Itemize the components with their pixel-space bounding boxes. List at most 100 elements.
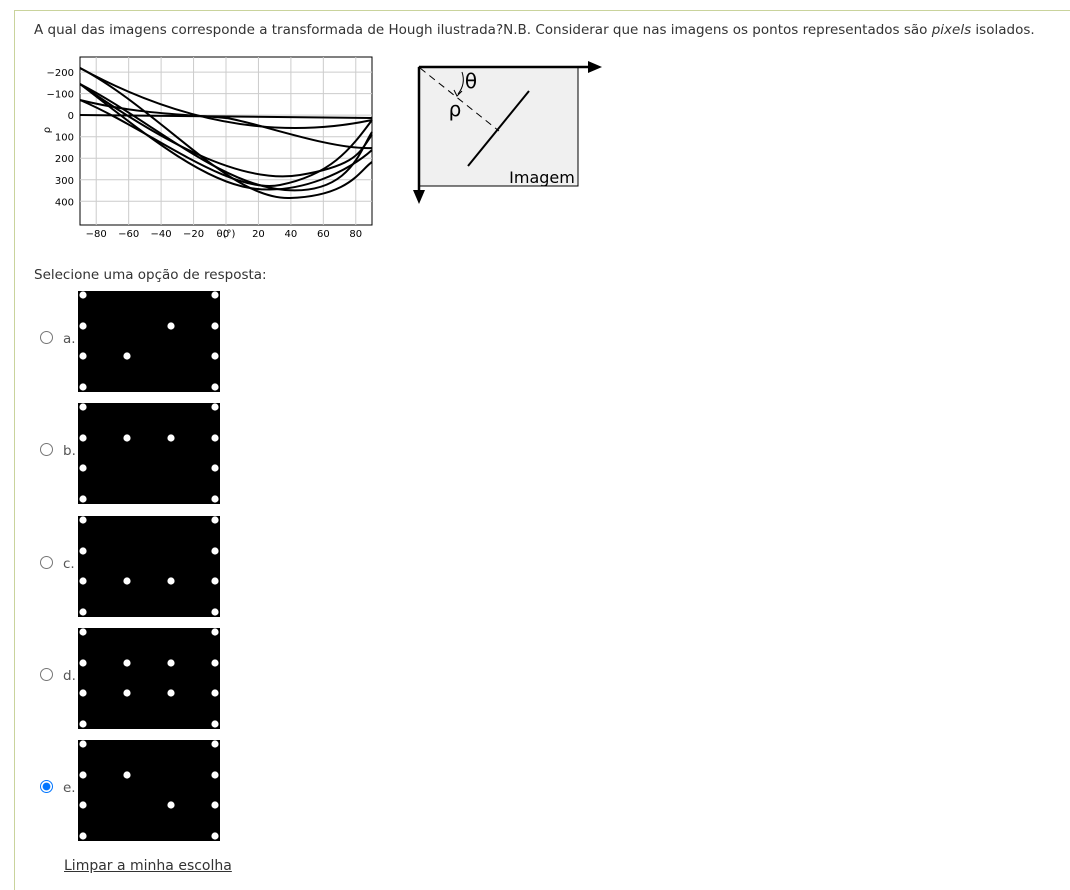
pixel-dot (79, 771, 87, 779)
pixel-dot (123, 689, 131, 697)
x-axis-label: θ(°) (217, 229, 236, 240)
arc-head (453, 89, 463, 97)
pixel-dot (79, 832, 87, 840)
pixel-dot (79, 801, 87, 809)
curve (79, 67, 373, 200)
y-tick-label: 300 (55, 176, 74, 187)
image-background (78, 403, 220, 505)
pixel-dot (167, 689, 175, 697)
ticks: −80 −60 −40 −20 0 20 40 60 80−200−10001002003004… (47, 68, 363, 240)
pixel-dot (79, 291, 87, 299)
option: a. (40, 291, 240, 393)
y-tick-label: 400 (55, 197, 74, 208)
clear-choice-link[interactable]: Limpar a minha escolha (64, 858, 232, 874)
option-image (78, 291, 220, 392)
pixel-dot (211, 403, 219, 411)
radio-button[interactable] (40, 780, 53, 794)
radio-button[interactable] (40, 331, 53, 344)
pixel-dot (211, 740, 219, 748)
y-tick-label: 100 (55, 133, 74, 144)
radio-button[interactable] (40, 555, 53, 569)
x-tick-label: 20 (252, 229, 265, 240)
curve (79, 67, 373, 130)
content-frame (14, 10, 1070, 890)
curve (79, 83, 373, 191)
image-box (418, 66, 579, 187)
y-tick-label: 200 (55, 154, 74, 165)
pixel-dot (211, 464, 219, 472)
x-tick-label: 60 (317, 229, 330, 240)
pixel-dot (211, 832, 219, 840)
y-tick-label: −100 (47, 90, 74, 101)
image-background (78, 740, 220, 842)
curve (79, 83, 373, 192)
option-label: e. (63, 780, 76, 797)
pixel-dot (211, 546, 219, 555)
pixel-dot (211, 576, 219, 585)
arrow-head (413, 190, 425, 204)
option: c. (40, 515, 240, 618)
x-tick-label: −40 (151, 229, 172, 240)
pixel-dot (79, 495, 87, 503)
pixel-dot (79, 628, 87, 636)
pixel-dot (211, 495, 219, 503)
x-tick-label: −80 (86, 229, 107, 240)
arrow-head (588, 61, 602, 73)
pixel-dot (211, 607, 219, 616)
option: e. (40, 740, 240, 842)
pixel-dot (79, 689, 87, 697)
pixel-dot (123, 352, 131, 360)
pixel-dot (167, 801, 175, 809)
pixel-dot (79, 434, 87, 442)
x-tick-label: 40 (285, 229, 298, 240)
pixel-dot (79, 546, 87, 555)
x-tick-label: 0 (223, 229, 229, 240)
option-image (78, 515, 220, 617)
option-image (78, 627, 220, 729)
grid (80, 57, 372, 225)
y-tick-label: 0 (68, 111, 74, 122)
pixel-dot (79, 352, 87, 360)
pixel-dot (211, 720, 219, 728)
y-tick-label: −200 (47, 68, 74, 79)
pixel-dot (211, 659, 219, 667)
radio-button[interactable] (40, 667, 53, 681)
question: A qual das imagens corresponde a transfo… (34, 22, 1035, 38)
x-tick-label: −60 (118, 229, 139, 240)
pixel-dot (79, 464, 87, 472)
pixel-dot (167, 576, 175, 585)
option: b. (40, 403, 240, 505)
option-image (78, 403, 220, 505)
prompt: Selecione uma opção de resposta: (34, 267, 267, 283)
radio-button[interactable] (40, 443, 53, 457)
pixel-dot (123, 576, 131, 585)
pixel-dot (79, 659, 87, 667)
curve (79, 83, 373, 178)
curve (79, 99, 373, 188)
pixel-dot (211, 801, 219, 809)
option-label: b. (63, 443, 76, 460)
x-tick-label: 80 (349, 229, 362, 240)
pixel-dot (211, 322, 219, 330)
option-label: a. (63, 331, 76, 347)
question-italic: pixels (931, 22, 972, 38)
y-axis-label: ρ (42, 127, 53, 133)
pixel-dot (211, 628, 219, 636)
pixel-dot (79, 576, 87, 585)
theta-arc (457, 71, 464, 95)
pixel-dot (211, 771, 219, 779)
figure: θ(°) ρ −80 −60 −40 −20 0 20 40 60 80−200−1000100… (42, 56, 602, 240)
option: d. (40, 627, 240, 730)
curve (79, 99, 373, 150)
pixel-dot (123, 659, 131, 667)
pixel-dot (79, 403, 87, 411)
pixel-dot (79, 322, 87, 330)
question-text: isolados. (971, 22, 1035, 38)
question-text: A qual das imagens corresponde a transfo… (34, 22, 932, 38)
pixel-dot (167, 434, 175, 442)
pixel-dot (211, 383, 219, 391)
pixel-dot (123, 771, 131, 779)
option-image (78, 740, 220, 842)
rho-line (419, 67, 500, 132)
